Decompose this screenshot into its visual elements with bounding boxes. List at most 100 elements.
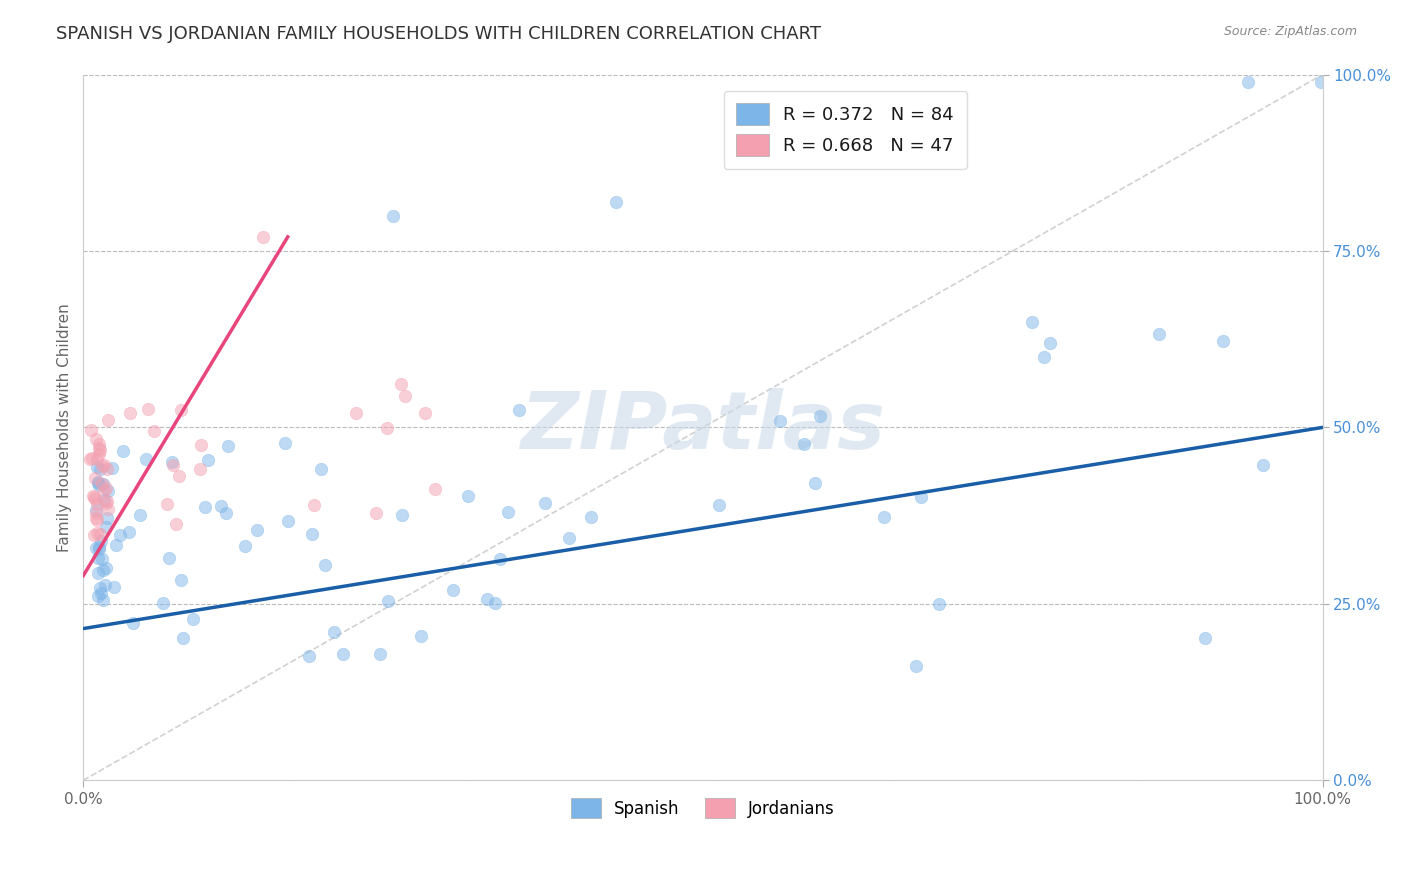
Jordanians [252,230,274,244]
Jordanians [190,462,212,476]
Spanish [1021,315,1043,329]
Jordanians [86,513,108,527]
Spanish [160,455,183,469]
Jordanians [82,451,104,466]
Jordanians [96,481,118,495]
Spanish [1310,74,1333,88]
Spanish [298,649,321,664]
Spanish [90,533,112,548]
Spanish [86,475,108,490]
Spanish [484,596,506,610]
Jordanians [94,496,117,510]
Jordanians [83,490,105,504]
Y-axis label: Family Households with Children: Family Households with Children [58,303,72,552]
Spanish [181,611,204,625]
Spanish [1251,458,1274,472]
Spanish [96,511,118,525]
Spanish [89,581,111,595]
Jordanians [423,482,446,496]
Spanish [382,209,405,223]
Jordanians [91,476,114,491]
Spanish [87,475,110,489]
Text: ZIPatlas: ZIPatlas [520,388,886,467]
Jordanians [84,471,107,485]
Spanish [579,509,602,524]
Spanish [1237,74,1260,88]
Spanish [86,550,108,565]
Spanish [217,439,239,453]
Spanish [928,598,950,612]
Spanish [1194,631,1216,645]
Spanish [488,552,510,566]
Spanish [86,503,108,517]
Jordanians [89,442,111,457]
Jordanians [167,469,190,483]
Spanish [905,659,928,673]
Spanish [121,615,143,630]
Jordanians [83,527,105,541]
Spanish [273,436,295,450]
Jordanians [84,511,107,525]
Spanish [108,528,131,542]
Spanish [793,437,815,451]
Spanish [314,558,336,572]
Legend: Spanish, Jordanians: Spanish, Jordanians [564,791,842,825]
Spanish [97,483,120,498]
Jordanians [84,433,107,447]
Spanish [332,648,354,662]
Spanish [86,459,108,474]
Text: SPANISH VS JORDANIAN FAMILY HOUSEHOLDS WITH CHILDREN CORRELATION CHART: SPANISH VS JORDANIAN FAMILY HOUSEHOLDS W… [56,25,821,43]
Spanish [89,478,111,492]
Spanish [441,583,464,598]
Spanish [873,510,896,524]
Jordanians [394,389,416,403]
Spanish [322,624,344,639]
Spanish [1039,335,1062,350]
Jordanians [97,501,120,516]
Jordanians [79,423,101,437]
Spanish [804,476,827,491]
Spanish [129,508,152,522]
Jordanians [93,484,115,499]
Jordanians [87,448,110,462]
Jordanians [89,527,111,541]
Jordanians [86,525,108,540]
Jordanians [375,421,398,435]
Spanish [96,520,118,534]
Spanish [89,542,111,557]
Spanish [246,523,269,537]
Jordanians [389,376,412,391]
Jordanians [79,452,101,467]
Text: Source: ZipAtlas.com: Source: ZipAtlas.com [1223,25,1357,38]
Spanish [91,592,114,607]
Jordanians [120,406,142,420]
Jordanians [413,406,436,420]
Spanish [89,540,111,554]
Spanish [94,578,117,592]
Spanish [112,443,135,458]
Jordanians [165,516,187,531]
Spanish [409,629,432,643]
Spanish [105,538,128,552]
Spanish [90,586,112,600]
Spanish [457,489,479,503]
Spanish [89,462,111,476]
Jordanians [142,424,165,438]
Jordanians [170,403,193,417]
Spanish [215,507,238,521]
Spanish [209,500,232,514]
Spanish [391,508,413,522]
Spanish [769,414,792,428]
Spanish [91,552,114,566]
Jordanians [86,451,108,466]
Spanish [910,490,932,504]
Spanish [233,539,256,553]
Spanish [91,563,114,577]
Jordanians [138,401,160,416]
Jordanians [84,506,107,520]
Jordanians [304,498,326,512]
Spanish [87,589,110,603]
Spanish [605,194,627,209]
Spanish [84,541,107,555]
Spanish [707,498,730,512]
